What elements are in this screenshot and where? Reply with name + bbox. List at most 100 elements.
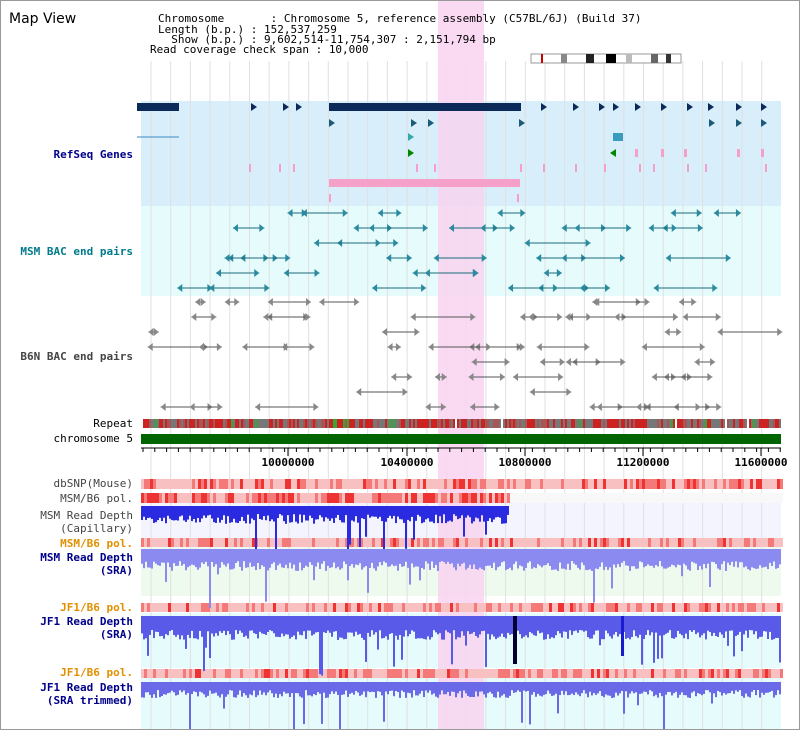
bac-end (428, 343, 434, 351)
polymorphism-segment (762, 538, 765, 547)
polymorphism-segment (345, 538, 348, 547)
read-depth-bar (149, 616, 151, 635)
read-depth-bar (175, 616, 177, 637)
track-label-chromosome: chromosome 5 (53, 432, 133, 445)
read-depth-bar (543, 682, 545, 695)
polymorphism-segment (396, 669, 399, 678)
read-depth-bar (219, 616, 221, 632)
polymorphism-segment (438, 669, 441, 678)
polymorphism-segment (468, 603, 471, 612)
polymorphism-segment (399, 603, 402, 612)
bac-end (620, 358, 626, 366)
read-depth-bar (695, 549, 697, 564)
read-depth-bar (343, 549, 345, 562)
read-depth-bar (427, 549, 429, 564)
read-depth-bar (399, 682, 401, 698)
read-depth-bar (183, 506, 185, 521)
read-depth-bar (453, 682, 455, 692)
polymorphism-segment (639, 669, 642, 678)
bac-end (160, 403, 166, 411)
polymorphism-segment (771, 603, 774, 612)
read-depth-bar (761, 549, 763, 568)
read-depth-bar (415, 549, 417, 567)
read-depth-bar (217, 506, 219, 518)
repeat-segment (519, 419, 521, 428)
read-depth-bar (691, 682, 693, 693)
read-depth-bar (291, 549, 293, 569)
bac-end (319, 298, 325, 306)
read-depth-bar (445, 506, 447, 524)
gene-arrow (635, 103, 641, 111)
polymorphism-segment (753, 493, 756, 503)
repeat-segment (311, 419, 313, 428)
read-depth-bar (233, 682, 235, 698)
polymorphism-segment (426, 603, 429, 612)
bac-end (499, 373, 505, 381)
polymorphism-segment (624, 538, 627, 547)
polymorphism-segment (729, 493, 732, 503)
read-depth-bar (161, 506, 163, 522)
polymorphism-segment (447, 603, 450, 612)
repeat-segment (317, 419, 319, 428)
polymorphism-segment (378, 479, 381, 489)
repeat-segment (763, 419, 765, 428)
polymorphism-segment (237, 669, 240, 678)
repeat-segment (749, 419, 751, 428)
polymorphism-segment (429, 603, 432, 612)
bac-end (306, 298, 312, 306)
read-depth-bar (525, 616, 527, 636)
read-depth-bar (297, 506, 299, 524)
read-depth-bar (451, 549, 453, 564)
read-depth-bar (369, 682, 371, 693)
bac-end (586, 313, 592, 321)
polymorphism-segment (276, 479, 279, 489)
bac-end (267, 298, 273, 306)
track-label-jf1-read-depth-trimmed: JF1 Read Depth (SRA trimmed) (40, 681, 133, 707)
polymorphism-segment (678, 479, 681, 489)
polymorphism-segment (414, 603, 417, 612)
repeat-segment (677, 419, 679, 428)
read-depth-bar (729, 682, 731, 694)
polymorphism-segment (510, 479, 513, 489)
polymorphism-segment (153, 538, 156, 547)
polymorphism-segment (312, 538, 315, 547)
read-depth-bar (291, 682, 293, 694)
polymorphism-segment (186, 538, 189, 547)
polymorphism-segment (279, 493, 282, 503)
polymorphism-segment (363, 479, 366, 489)
read-depth-bar (221, 682, 223, 695)
polymorphism-segment (183, 669, 186, 678)
read-depth-bar (177, 549, 179, 566)
repeat-segment (739, 419, 741, 428)
read-depth-bar (529, 682, 531, 725)
repeat-segment (545, 419, 547, 428)
polymorphism-segment (747, 603, 750, 612)
read-depth-bar (535, 682, 537, 697)
polymorphism-segment (201, 493, 204, 503)
read-depth-bar (561, 549, 563, 569)
bac-end (707, 373, 713, 381)
polymorphism-segment (519, 493, 522, 503)
polymorphism-segment (594, 479, 597, 489)
read-depth-bar (643, 682, 645, 692)
repeat-segment (165, 419, 167, 428)
read-depth-bar (237, 506, 239, 524)
read-depth-bar (575, 616, 577, 631)
read-depth-bar (661, 549, 663, 567)
read-depth-bar (645, 616, 647, 635)
read-depth-bar (151, 549, 153, 569)
read-depth-bar (677, 616, 679, 631)
repeat-segment (575, 419, 577, 428)
polymorphism-segment (330, 669, 333, 678)
read-depth-bar (307, 506, 309, 521)
read-depth-bar (509, 682, 511, 696)
read-depth-bar (503, 682, 505, 695)
repeat-segment (277, 419, 279, 428)
read-depth-bar (423, 549, 425, 570)
read-depth-bar (255, 682, 257, 698)
read-depth-bar (315, 506, 317, 520)
polymorphism-segment (168, 603, 171, 612)
read-depth-bar (639, 549, 641, 562)
polymorphism-segment (774, 493, 777, 503)
